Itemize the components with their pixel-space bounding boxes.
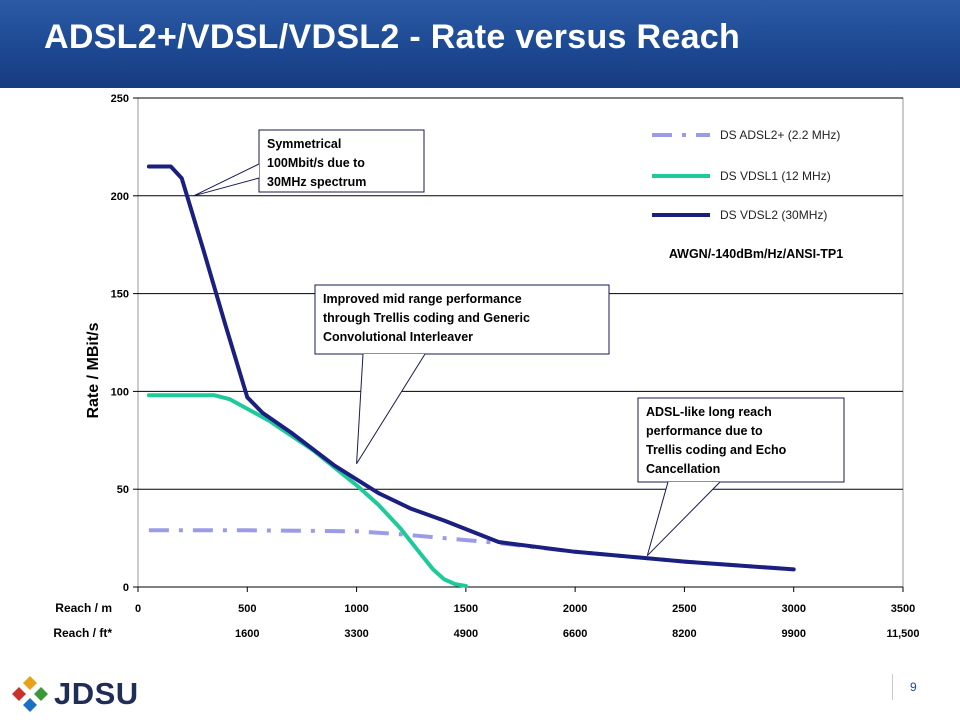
- y-tick-label: 200: [111, 191, 129, 203]
- annotation-text: performance due to: [646, 424, 763, 438]
- page-number: 9: [910, 680, 917, 694]
- x-tick-label: 0: [135, 603, 141, 615]
- x-tick-label: 1500: [454, 603, 478, 615]
- ft-tick-label: 3300: [344, 628, 368, 640]
- footer-divider: [892, 674, 893, 700]
- x-tick-label: 3500: [891, 603, 915, 615]
- annotation-text: through Trellis coding and Generic: [323, 311, 530, 325]
- y-tick-label: 50: [117, 484, 129, 496]
- y-tick-label: 250: [111, 93, 129, 105]
- y-tick-label: 100: [111, 386, 129, 398]
- x-tick-label: 2000: [563, 603, 587, 615]
- series-line-1: [146, 393, 468, 588]
- y-tick-label: 150: [111, 289, 129, 301]
- annotation-pointer: [356, 353, 426, 465]
- ft-tick-label: 9900: [781, 628, 805, 640]
- jdsu-logo-icon: [12, 676, 48, 712]
- annotation-box: [258, 129, 425, 193]
- x-axis-label-m: Reach / m: [55, 601, 112, 615]
- x-tick-label: 3000: [781, 603, 805, 615]
- annotation-box: [314, 284, 610, 355]
- annotation-text: Improved mid range performance: [323, 292, 522, 306]
- condition-label: AWGN/-140dBm/Hz/ANSI-TP1: [669, 247, 843, 261]
- legend-label: DS VDSL1 (12 MHz): [720, 169, 831, 183]
- annotation-text: Convolutional Interleaver: [323, 330, 473, 344]
- series-line-2: [146, 164, 796, 572]
- y-tick-label: 0: [123, 582, 129, 594]
- legend-label: DS ADSL2+ (2.2 MHz): [720, 128, 840, 142]
- slide-title: ADSL2+/VDSL/VDSL2 - Rate versus Reach: [44, 18, 741, 56]
- logo-text: JDSU: [54, 676, 139, 711]
- ft-tick-label: 6600: [563, 628, 587, 640]
- y-axis-label: Rate / MBit/s: [85, 322, 102, 418]
- annotation-pointer: [646, 481, 721, 557]
- ft-tick-label: 1600: [235, 628, 259, 640]
- annotation-text: ADSL-like long reach: [646, 405, 772, 419]
- ft-tick-label: 4900: [454, 628, 478, 640]
- annotation-text: Symmetrical: [267, 137, 341, 151]
- annotation-pointer: [193, 163, 260, 197]
- x-tick-label: 500: [238, 603, 256, 615]
- legend-label: DS VDSL2 (30MHz): [720, 208, 827, 222]
- x-tick-label: 1000: [344, 603, 368, 615]
- x-axis-label-ft: Reach / ft*: [53, 626, 112, 640]
- annotation-box: [637, 397, 845, 483]
- annotation-text: Cancellation: [646, 462, 720, 476]
- ft-tick-label: 11,500: [886, 628, 919, 640]
- title-bar: [0, 0, 960, 88]
- ft-tick-label: 8200: [672, 628, 696, 640]
- annotation-text: Trellis coding and Echo: [646, 443, 787, 457]
- annotation-text: 100Mbit/s due to: [267, 156, 365, 170]
- x-tick-label: 2500: [672, 603, 696, 615]
- annotation-text: 30MHz spectrum: [267, 175, 366, 189]
